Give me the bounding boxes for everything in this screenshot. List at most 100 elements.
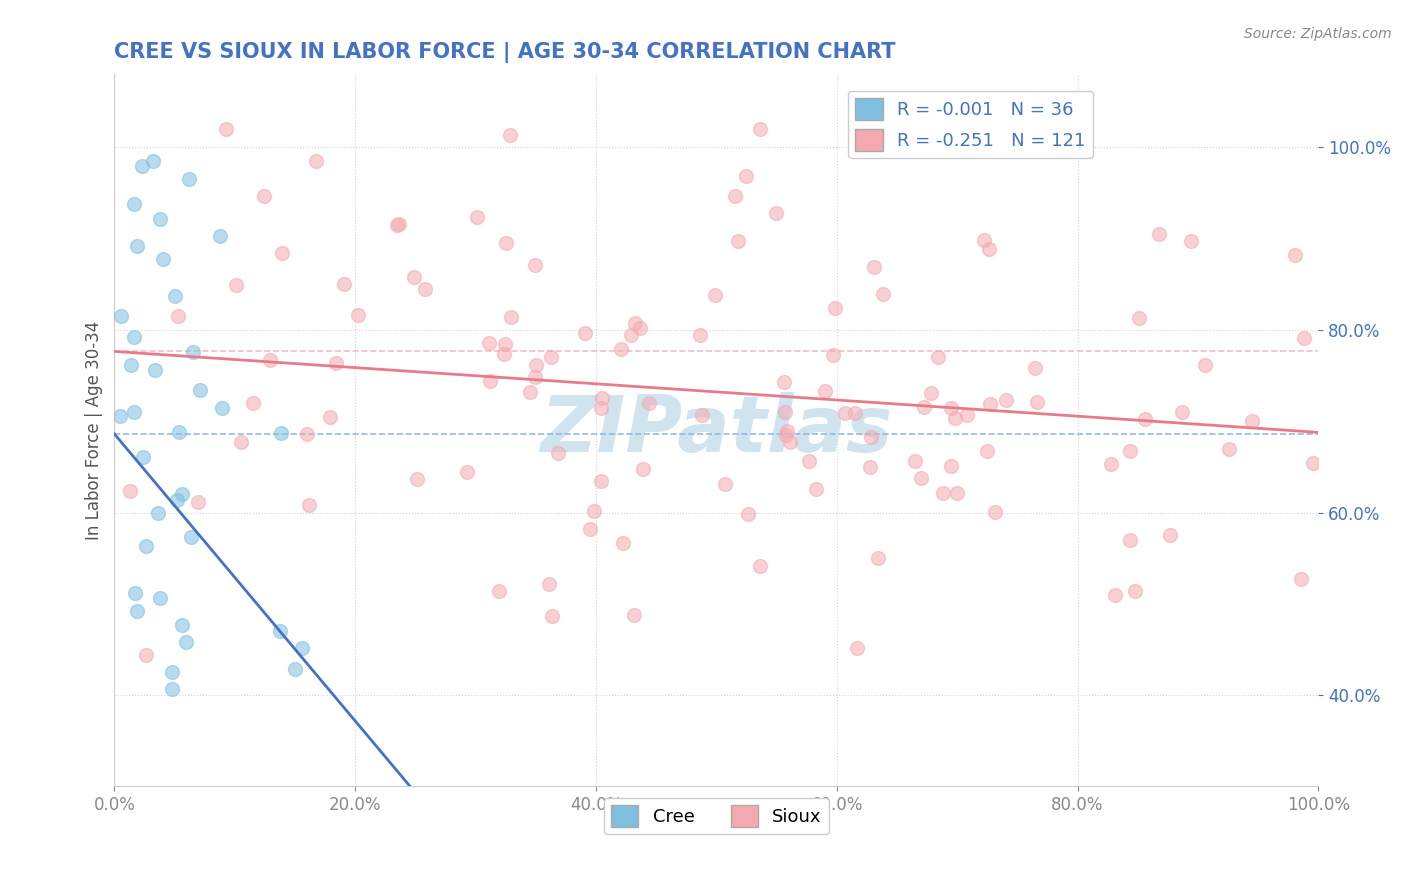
Point (1170, 404, 1192, 418)
Point (1118, 533, 1140, 548)
Point (167, 425, 190, 439)
Point (122, 330, 145, 344)
Point (945, 486, 967, 500)
Point (920, 386, 942, 401)
Point (623, 316, 645, 330)
Point (995, 392, 1018, 407)
Point (941, 458, 963, 473)
Point (478, 374, 501, 388)
Point (844, 406, 866, 420)
Point (1147, 227, 1170, 241)
Point (174, 635, 197, 649)
Point (1284, 248, 1306, 262)
Point (976, 443, 998, 458)
Point (271, 246, 294, 260)
Point (225, 277, 247, 292)
Point (122, 405, 145, 419)
Point (872, 287, 894, 301)
Point (727, 235, 749, 249)
Point (824, 301, 846, 315)
Point (118, 484, 141, 499)
Point (931, 486, 953, 500)
Point (779, 434, 801, 449)
Point (523, 258, 546, 272)
Point (211, 401, 233, 415)
Point (214, 122, 236, 136)
Point (259, 353, 281, 368)
Point (1302, 457, 1324, 471)
Point (589, 401, 612, 416)
Point (1128, 311, 1150, 326)
Point (927, 350, 949, 364)
Point (863, 260, 886, 275)
Point (146, 507, 169, 521)
Text: CREE VS SIOUX IN LABOR FORCE | AGE 30-34 CORRELATION CHART: CREE VS SIOUX IN LABOR FORCE | AGE 30-34… (114, 42, 896, 62)
Point (478, 336, 501, 351)
Point (519, 385, 541, 400)
Point (610, 342, 633, 356)
Point (325, 355, 347, 369)
Point (537, 577, 560, 591)
Point (402, 269, 425, 284)
Point (465, 210, 488, 224)
Point (633, 462, 655, 476)
Point (689, 328, 711, 343)
Point (1104, 588, 1126, 602)
Point (162, 665, 184, 679)
Point (703, 287, 725, 301)
Point (620, 327, 643, 342)
Point (143, 362, 166, 376)
Point (623, 607, 645, 622)
Point (912, 401, 935, 415)
Point (124, 585, 146, 599)
Point (1294, 331, 1316, 345)
Point (1024, 361, 1046, 376)
Point (291, 640, 314, 655)
Point (284, 662, 307, 676)
Point (385, 218, 408, 232)
Point (868, 551, 890, 566)
Point (1133, 411, 1156, 425)
Point (494, 337, 516, 351)
Point (305, 153, 328, 168)
Point (541, 608, 564, 623)
Point (160, 682, 183, 697)
Point (713, 476, 735, 491)
Point (110, 409, 132, 423)
Point (149, 211, 172, 226)
Point (804, 482, 827, 496)
Point (488, 584, 510, 599)
Point (229, 435, 252, 450)
Point (208, 229, 231, 244)
Point (860, 430, 883, 444)
Point (122, 197, 145, 211)
Point (579, 522, 602, 536)
Point (690, 409, 713, 423)
Point (180, 530, 202, 544)
Point (524, 369, 547, 384)
Point (1218, 442, 1240, 456)
Point (170, 618, 193, 632)
Point (547, 446, 569, 460)
Point (1025, 394, 1047, 409)
Point (270, 426, 292, 441)
Point (945, 410, 967, 425)
Point (1180, 235, 1202, 249)
Point (724, 189, 747, 203)
Point (1099, 457, 1122, 471)
Point (152, 252, 174, 267)
Point (190, 383, 212, 397)
Point (413, 282, 436, 296)
Point (131, 159, 153, 173)
Point (574, 326, 596, 340)
Point (110, 309, 132, 323)
Point (125, 604, 148, 618)
Point (776, 425, 799, 439)
Text: ZIPatlas: ZIPatlas (540, 392, 893, 468)
Point (1194, 358, 1216, 372)
Point (984, 505, 1007, 519)
Point (456, 465, 478, 479)
Point (845, 641, 868, 656)
Point (582, 503, 605, 517)
Point (979, 396, 1001, 410)
